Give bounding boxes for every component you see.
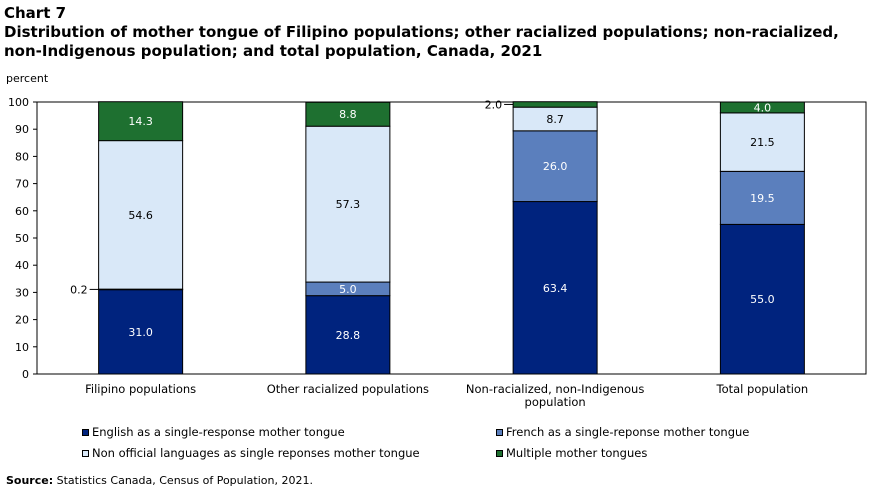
y-tick-label: 30 xyxy=(15,286,29,299)
chart-title: Chart 7 Distribution of mother tongue of… xyxy=(4,4,864,61)
y-tick-label: 0 xyxy=(22,368,29,381)
y-tick-label: 40 xyxy=(15,259,29,272)
y-tick-label: 90 xyxy=(15,123,29,136)
bar-segment-non-official xyxy=(305,125,391,283)
data-label: 2.0 xyxy=(485,98,503,111)
x-category-label: Total population xyxy=(716,382,809,396)
y-tick-label: 100 xyxy=(8,96,29,109)
data-label: 21.5 xyxy=(750,136,775,149)
chart-title-text: Distribution of mother tongue of Filipin… xyxy=(4,23,839,60)
source-text: Statistics Canada, Census of Population,… xyxy=(56,474,313,487)
bar-segment-multiple xyxy=(719,101,805,114)
y-tick-label: 60 xyxy=(15,205,29,218)
data-label: 26.0 xyxy=(543,160,568,173)
bar-segment-english xyxy=(305,295,391,375)
y-tick-label: 20 xyxy=(15,314,29,327)
data-label: 0.2 xyxy=(70,283,88,296)
data-label: 5.0 xyxy=(339,283,357,296)
bar-segment-french xyxy=(512,130,598,203)
bar-segment-multiple xyxy=(512,101,598,108)
data-label: 14.3 xyxy=(128,115,153,128)
source-label: Source: xyxy=(6,474,54,487)
data-label: 4.0 xyxy=(754,101,772,114)
y-tick-label: 10 xyxy=(15,341,29,354)
bar-segment-english xyxy=(512,201,598,375)
data-label: 31.0 xyxy=(128,326,153,339)
data-label: 8.8 xyxy=(339,108,357,121)
data-label: 28.8 xyxy=(336,329,361,342)
chart-number: Chart 7 xyxy=(4,4,67,22)
source-note: Source: Statistics Canada, Census of Pop… xyxy=(6,474,313,487)
data-label: 55.0 xyxy=(750,293,775,306)
y-tick-label: 70 xyxy=(15,178,29,191)
x-category-label: Filipino populations xyxy=(85,382,196,396)
bar-segment-multiple xyxy=(98,101,184,142)
bar-segment-non-official xyxy=(98,140,184,290)
data-label: 19.5 xyxy=(750,192,775,205)
y-tick-label: 50 xyxy=(15,232,29,245)
data-label: 63.4 xyxy=(543,282,568,295)
bar-segment-english xyxy=(719,223,805,375)
bar-segment-multiple xyxy=(305,101,391,127)
data-label: 8.7 xyxy=(546,113,564,126)
data-label: 54.6 xyxy=(128,209,153,222)
y-axis-label: percent xyxy=(6,72,49,85)
data-label: 57.3 xyxy=(336,198,361,211)
y-tick-label: 80 xyxy=(15,150,29,163)
x-category-label: Non-racialized, non-Indigenous population xyxy=(466,382,644,409)
x-category-label: Other racialized populations xyxy=(267,382,429,396)
